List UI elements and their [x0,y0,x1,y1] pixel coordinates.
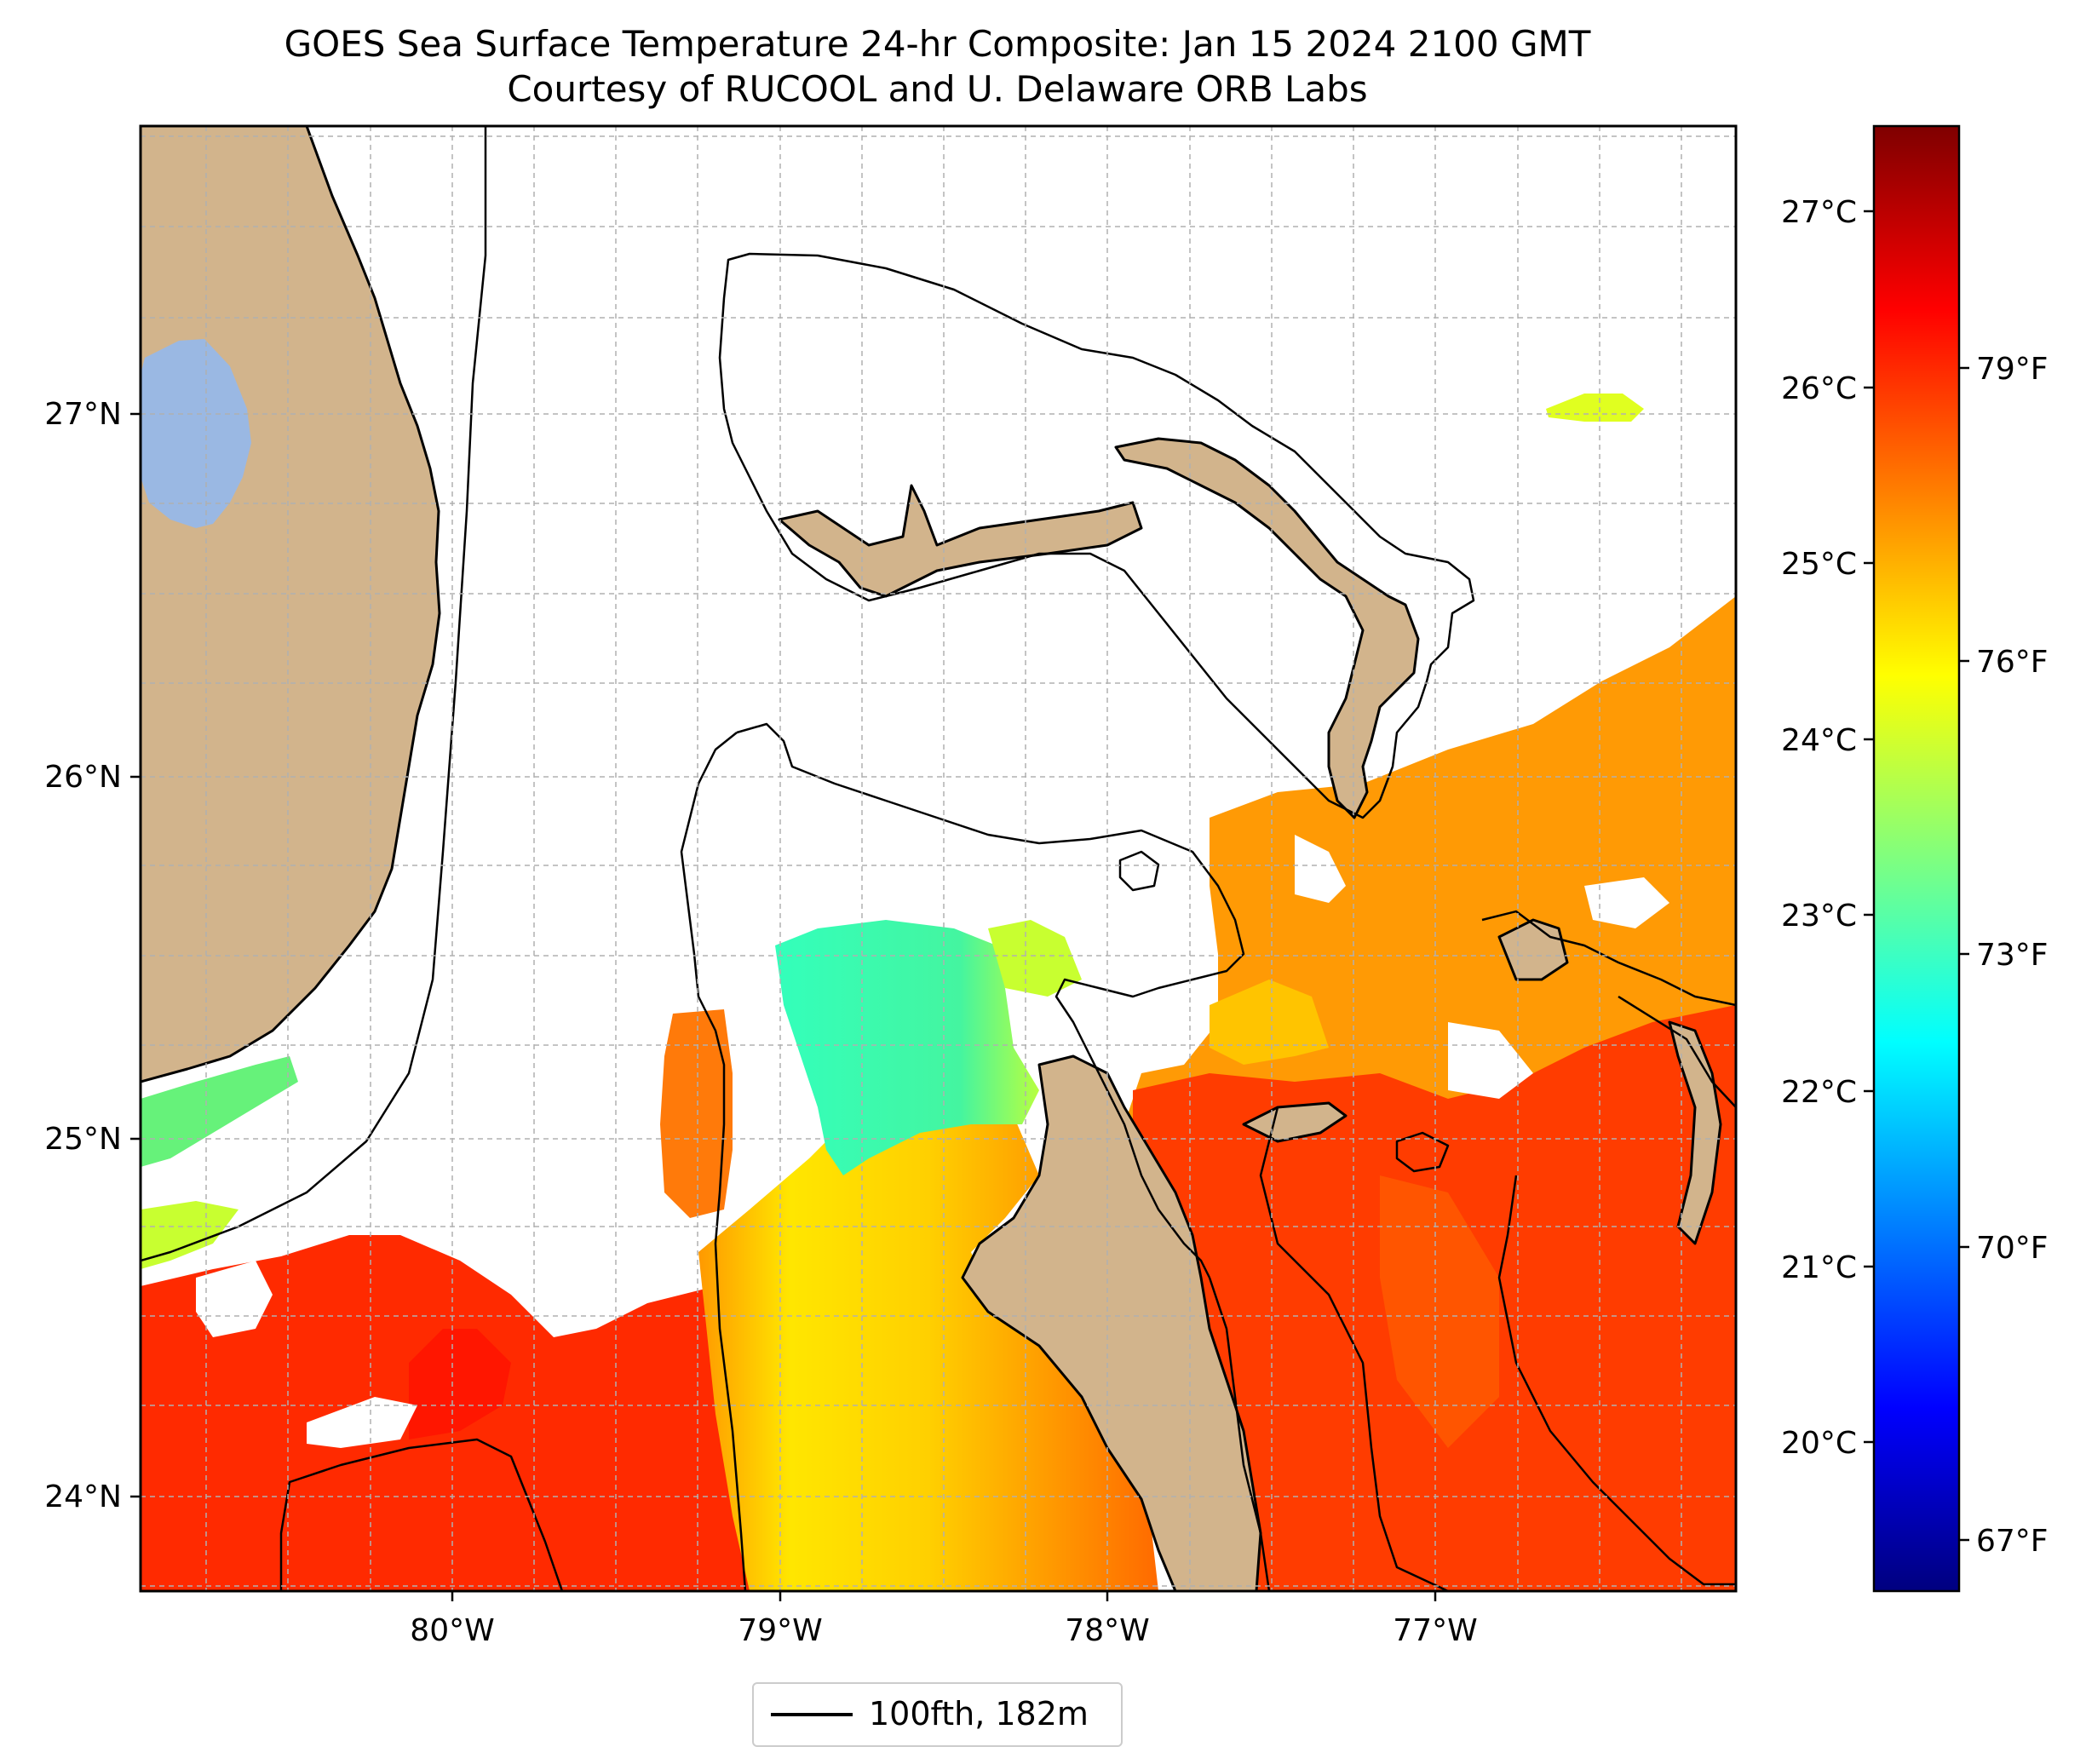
bank-west-contour [680,732,747,1591]
lon-label: 78°W [1065,1613,1149,1648]
cloud-patch [196,1261,273,1337]
celsius-label: 20°C [1781,1426,1857,1461]
fahrenheit-label: 70°F [1976,1231,2049,1266]
exumas-fragment [1668,1020,1722,1245]
colorbar-bar [1872,124,1961,1593]
map-area [141,126,1736,1591]
celsius-label: 24°C [1781,723,1857,758]
lat-label: 26°N [44,760,122,795]
legend-label: 100fth, 182m [869,1695,1089,1732]
fahrenheit-label: 79°F [1976,352,2049,387]
colorbar: 27°C 26°C 25°C 24°C 23°C 22°C 21°C 20°C … [1781,124,2049,1593]
tongue-of-ocean-contour [1259,1106,1449,1591]
lat-label: 24°N [44,1480,122,1514]
map-title: GOES Sea Surface Temperature 24-hr Compo… [284,23,1591,65]
fahrenheit-label: 76°F [1976,645,2049,680]
sst-orange-strip [660,1009,733,1218]
lat-label: 27°N [44,397,122,432]
map-subtitle: Courtesy of RUCOOL and U. Delaware ORB L… [507,68,1368,110]
grand-bahama-island [778,484,1143,598]
fahrenheit-label: 67°F [1976,1524,2049,1559]
sst-cool-patch [775,920,1039,1175]
legend-line-swatch [771,1713,853,1716]
map-gridlines [141,126,1736,1591]
little-bahama-bank-contour [718,252,1475,819]
celsius-label: 26°C [1781,371,1857,406]
colorbar-ticks [1864,210,1969,1542]
lon-label: 77°W [1393,1613,1477,1648]
sst-gulf-stream [698,1099,1158,1591]
great-bahama-bank-contour [736,722,1245,1278]
lon-label: 80°W [410,1613,494,1648]
axis-ticks [130,412,1437,1601]
andros-island [961,1054,1262,1591]
sst-data-layer [141,394,1736,1591]
lake-okeechobee [141,339,251,528]
celsius-label: 25°C [1781,547,1857,582]
eleuthera-fragment [1497,918,1569,981]
map-frame [139,124,1738,1593]
map-legend: 100fth, 182m [752,1682,1123,1747]
abaco-island [1114,437,1420,819]
lon-label: 79°W [738,1613,822,1648]
axis-labels: 80°W 79°W 78°W 77°W 27°N 26°N 25°N 24°N [44,397,1477,1648]
celsius-label: 23°C [1781,899,1857,934]
fahrenheit-label: 73°F [1976,938,2049,973]
lat-label: 25°N [44,1122,122,1157]
cay-sal-contour [279,1438,564,1591]
cloud-patch [307,1397,417,1448]
celsius-label: 27°C [1781,195,1857,230]
celsius-label: 21°C [1781,1250,1857,1285]
celsius-label: 22°C [1781,1075,1857,1110]
sst-speck [1546,394,1644,422]
